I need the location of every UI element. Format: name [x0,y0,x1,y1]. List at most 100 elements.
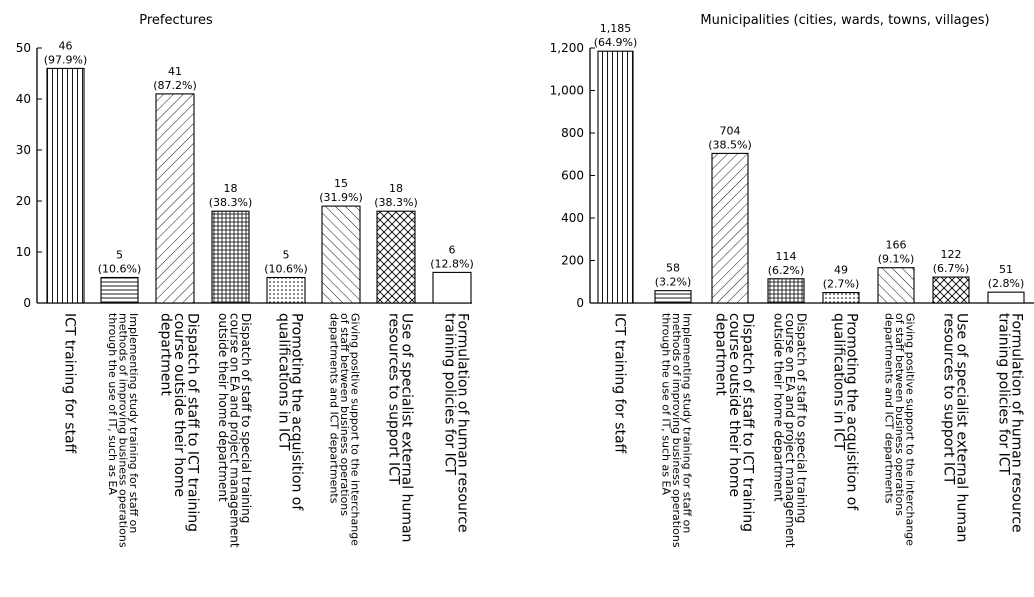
prefectures-category-label: ICT training for staff [62,313,78,454]
municipalities-category-label: ICT training for staff [612,313,628,454]
municipalities-bar [987,291,1025,304]
municipalities-chart: Municipalities (cities, wards, towns, vi… [550,13,1034,548]
municipalities-bar [877,267,915,304]
prefectures-category-label-line: Dispatch of staff to special training [239,313,253,523]
municipalities-category-label-line: of staff between business operations [893,313,906,516]
prefectures-value-label: 5 [116,249,123,262]
prefectures-percent-label: (12.8%) [430,257,474,270]
municipalities-category-label-line: Implementing study training for staff on [680,313,693,533]
municipalities-bar [822,292,860,304]
prefectures-category-label-line: ICT training for staff [62,313,78,454]
prefectures-category-label-line: Promoting the acquisition of [289,313,305,511]
municipalities-category-label-line: training policies for ICT [995,313,1011,475]
municipalities-category-label: Formulation of human resourcetraining po… [995,313,1024,533]
municipalities-value-label: 114 [776,250,797,263]
municipalities-value-label: 122 [941,248,962,261]
prefectures-category-label: Formulation of human resourcetraining po… [441,313,470,533]
prefectures-y-tick-label: 10 [16,245,31,259]
municipalities-category-label-line: ICT training for staff [612,313,628,454]
municipalities-category-label: Dispatch of staff to ICT trainingcourse … [713,313,756,532]
prefectures-category-label-line: training policies for ICT [441,313,457,475]
prefectures-category-label-line: Dispatch of staff to ICT training [184,313,200,532]
prefectures-y-tick-label: 30 [16,143,31,157]
municipalities-bar [767,278,805,304]
municipalities-category-label-line: Formulation of human resource [1009,313,1025,533]
prefectures-category-label: Giving positive support to the interchan… [328,313,362,546]
municipalities-y-tick-label: 1,000 [550,84,584,98]
prefectures-category-label: Dispatch of staff to special trainingcou… [216,313,253,548]
prefectures-percent-label: (10.6%) [98,263,142,276]
prefectures-category-label: Implementing study training for staff on… [106,313,140,548]
municipalities-category-label: Promoting the acquisition ofqualificatio… [830,313,859,511]
prefectures-category-label-line: Giving positive support to the interchan… [348,313,361,546]
prefectures-category-label-line: departments and ICT departments [328,313,341,504]
municipalities-category-label: Use of specialist external humanresource… [940,313,969,542]
municipalities-bar [711,152,749,304]
prefectures-bar [100,276,139,304]
municipalities-bar [932,276,970,304]
municipalities-category-label-line: through the use of IT, such as EA [660,313,673,495]
municipalities-y-tick-label: 0 [576,296,584,310]
prefectures-bar [211,210,250,304]
prefectures-category-label-line: Implementing study training for staff on [127,313,140,533]
municipalities-percent-label: (6.7%) [933,262,970,275]
prefectures-category-label-line: qualifications in ICT [275,313,291,451]
prefectures-category-label-line: Use of specialist external human [399,313,415,542]
prefectures-y-tick-label: 0 [23,296,31,310]
municipalities-y-tick-label: 1,200 [550,41,584,55]
prefectures-bar [376,210,416,304]
municipalities-percent-label: (64.9%) [594,36,638,49]
municipalities-value-label: 1,185 [600,22,632,35]
prefectures-value-label: 15 [334,177,348,190]
municipalities-category-label: Giving positive support to the interchan… [883,313,917,546]
prefectures-chart-title: Prefectures [139,13,213,28]
prefectures-percent-label: (31.9%) [319,191,363,204]
prefectures-percent-label: (97.9%) [44,53,88,66]
prefectures-bar [321,205,361,304]
prefectures-bar [432,271,472,304]
municipalities-category-label-line: departments and ICT departments [883,313,896,504]
prefectures-category-label-line: of staff between business operations [338,313,351,516]
municipalities-y-tick-label: 200 [561,254,584,268]
prefectures-percent-label: (87.2%) [153,79,197,92]
municipalities-percent-label: (2.7%) [823,278,860,291]
municipalities-category-label: Dispatch of staff to special trainingcou… [772,313,809,548]
municipalities-category-label-line: Dispatch of staff to special training [794,313,808,523]
municipalities-y-tick-label: 600 [561,169,584,183]
municipalities-category-label-line: department [713,313,729,396]
prefectures-category-label-line: through the use of IT, such as EA [106,313,119,495]
municipalities-bar [654,290,692,304]
prefectures-y-tick-label: 20 [16,194,31,208]
municipalities-y-tick-label: 400 [561,211,584,225]
prefectures-percent-label: (38.3%) [374,196,418,209]
municipalities-value-label: 704 [720,124,741,137]
municipalities-chart-title: Municipalities (cities, wards, towns, vi… [700,13,989,28]
prefectures-y-tick-label: 50 [16,41,31,55]
prefectures-category-label-line: methods of improving business operations [117,313,130,548]
municipalities-value-label: 51 [999,263,1013,276]
prefectures-bar [46,67,85,304]
prefectures-value-label: 6 [449,243,456,256]
municipalities-percent-label: (3.2%) [655,276,692,289]
municipalities-percent-label: (38.5%) [708,138,752,151]
prefectures-category-label-line: course outside their home [171,313,187,497]
prefectures-category-label-line: course on EA and project management [228,313,242,548]
municipalities-category-label-line: resources to support ICT [940,313,956,485]
municipalities-category-label-line: course outside their home [726,313,742,497]
municipalities-percent-label: (9.1%) [878,253,915,266]
prefectures-percent-label: (10.6%) [264,263,308,276]
municipalities-percent-label: (6.2%) [768,264,805,277]
municipalities-value-label: 49 [834,264,848,277]
municipalities-category-label-line: Dispatch of staff to ICT training [739,313,755,532]
municipalities-category-label-line: Giving positive support to the interchan… [903,313,916,546]
prefectures-category-label: Use of specialist external humanresource… [385,313,414,542]
municipalities-value-label: 58 [666,262,680,275]
municipalities-bar [597,50,634,304]
prefectures-category-label: Dispatch of staff to ICT trainingcourse … [158,313,201,532]
municipalities-y-tick-label: 800 [561,126,584,140]
municipalities-category-label-line: outside their home department [772,313,786,502]
prefectures-y-tick-label: 40 [16,92,31,106]
prefectures-chart: Prefectures 0 10 20 30 40 50 46(97.9%) ICT train… [16,13,474,548]
